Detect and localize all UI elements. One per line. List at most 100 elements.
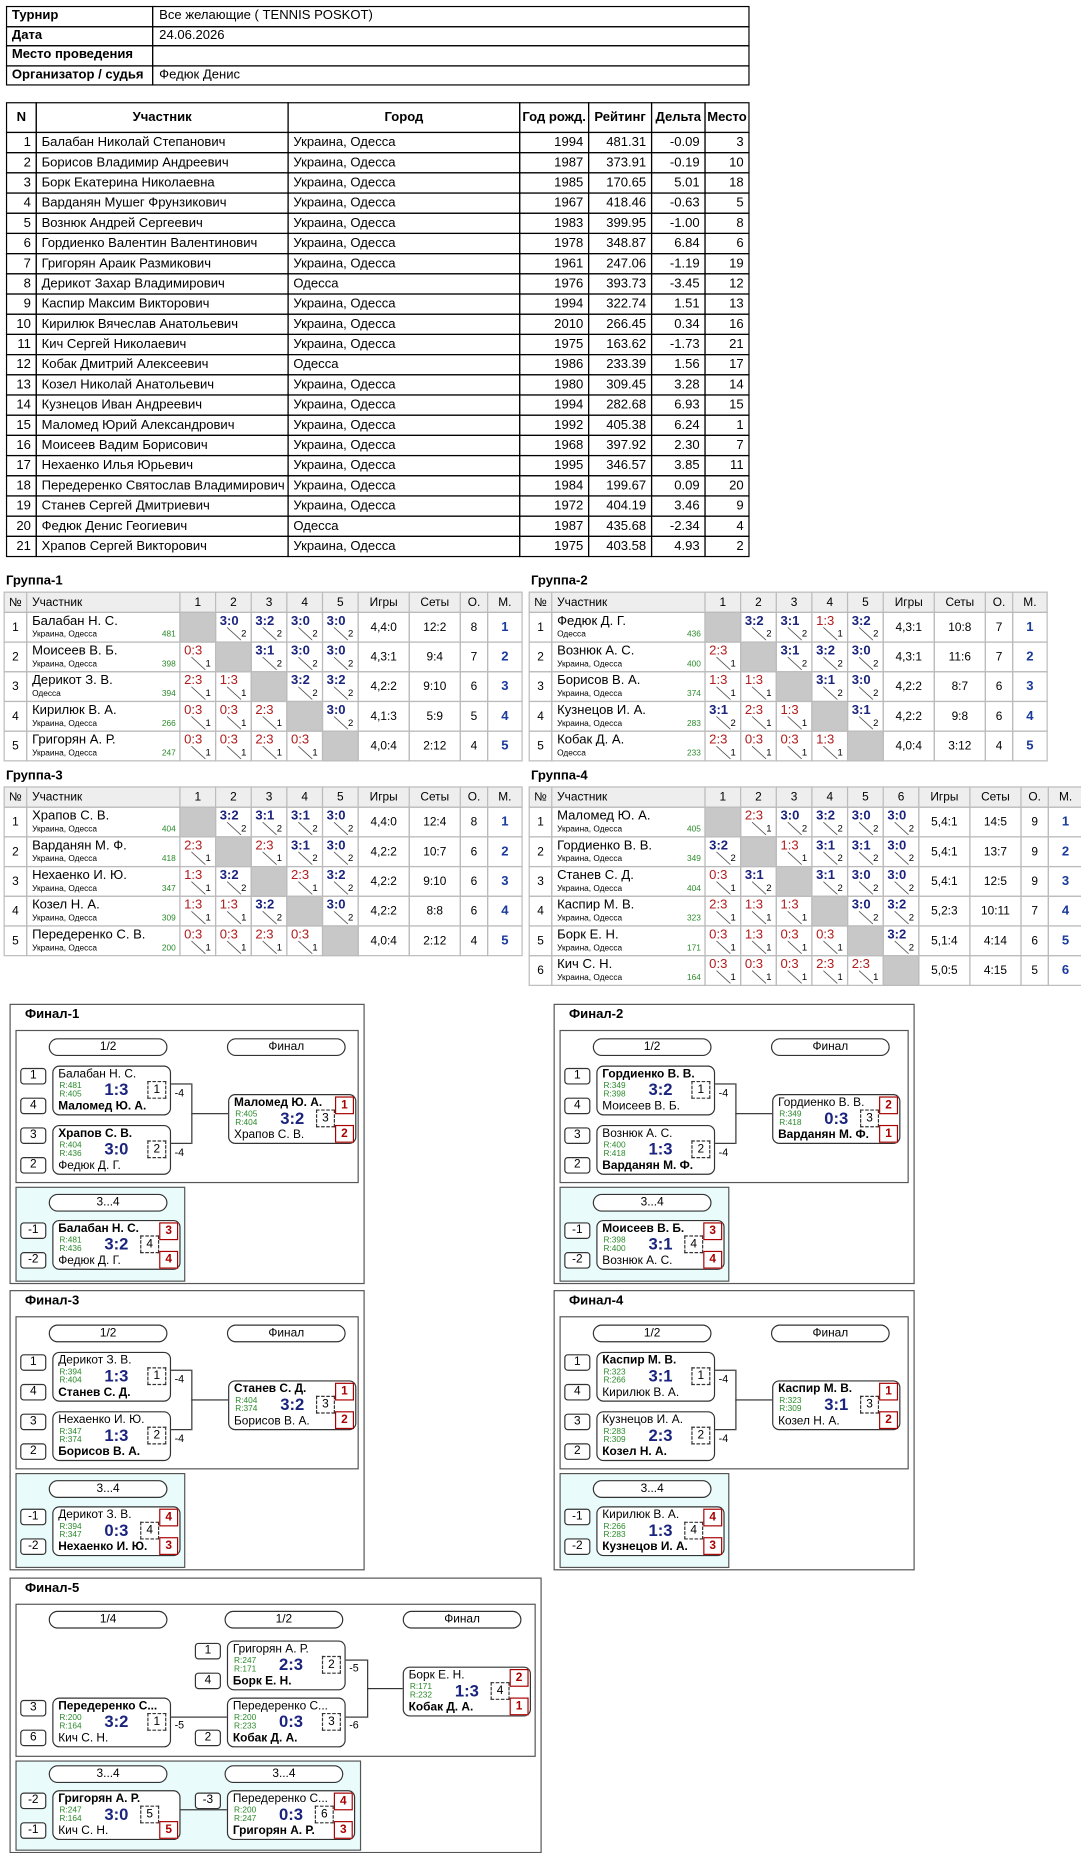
group-cell: 12:5 (969, 865, 1022, 897)
score-points: 1 (730, 747, 736, 758)
group-cell: 7 (1020, 895, 1049, 927)
score-divider (716, 686, 731, 700)
group-cell (250, 865, 288, 897)
score-divider (858, 656, 874, 670)
seed: 2 (564, 1443, 591, 1460)
score: 3:2 (326, 868, 346, 883)
group-cell: 3:2 2 (215, 806, 252, 838)
score-divider (858, 627, 874, 641)
match-number: 1 (147, 1080, 167, 1099)
match-number: 5 (140, 1805, 160, 1824)
cell: 1 (5, 131, 37, 154)
player-rating: R:398 (603, 1090, 626, 1099)
group-cell: 7 (984, 611, 1014, 643)
group-cell (775, 865, 813, 897)
group-cell: 8:7 (933, 671, 986, 703)
score-divider (716, 716, 731, 730)
row-number: 3 (12, 874, 19, 888)
player-city: Украина, Одесса (32, 660, 98, 669)
score: 0:3 (219, 732, 238, 748)
cell: 20 (704, 475, 750, 497)
match-score: 3:2 (104, 1711, 129, 1731)
group-cell: 3 (3, 671, 28, 703)
group-games: 4,3:1 (895, 650, 922, 664)
final-title: Финал-2 (569, 1007, 624, 1022)
cell: 0.34 (650, 313, 706, 335)
seed: 4 (20, 1383, 47, 1401)
score: 1:3 (816, 732, 835, 748)
cell: 3.85 (650, 454, 706, 477)
group-cell: 2:3 1 (740, 806, 777, 838)
group-column-header: 2 (740, 786, 777, 808)
score: 3:0 (887, 868, 907, 883)
cell: 17 (5, 454, 37, 477)
player-name: Борк Е. Н. (408, 1668, 465, 1683)
cell: 282.68 (588, 394, 653, 416)
player-city: Украина, Одесса (557, 884, 623, 894)
score-points: 2 (766, 628, 772, 640)
cell: 1992 (519, 414, 590, 436)
cell: 0.09 (650, 475, 706, 497)
score-points: 1 (837, 971, 843, 983)
group-cell: Борисов В. А. Украина, Одесса 374 (551, 671, 706, 703)
cell: 18 (704, 172, 750, 194)
group-cell: 4,2:2 (357, 865, 410, 897)
group-title: Группа-3 (5, 768, 63, 783)
seed: -1 (20, 1222, 47, 1239)
player-name: Борк Е. Н. (232, 1674, 292, 1689)
match: Гордиенко В. В. R:349 Варданян М. Ф. R:418 0… (772, 1094, 901, 1144)
score: 3:2 (291, 673, 310, 688)
bracket-line (171, 1142, 192, 1144)
column-header: Место (704, 102, 750, 134)
score-divider (823, 822, 838, 836)
group-column-header: 2 (215, 786, 252, 808)
group-sets: 2:12 (423, 934, 447, 948)
row-number: 5 (12, 739, 19, 753)
player-rating: R:418 (603, 1149, 626, 1159)
group-column-header: 4 (811, 591, 849, 613)
group-cell: 0:3 1 (811, 925, 849, 957)
group-cell: 4 (487, 700, 523, 732)
place: 3 (333, 1821, 353, 1839)
cell: Украина, Одесса (287, 253, 521, 275)
player-city: Украина, Одесса (557, 974, 623, 983)
score-divider (298, 627, 313, 641)
group-cell: 9:10 (408, 671, 461, 703)
seed: 1 (194, 1642, 221, 1660)
group-points: 4 (470, 934, 478, 948)
row-number: 1 (537, 815, 544, 829)
score-divider (226, 881, 242, 895)
match-number: 4 (140, 1521, 160, 1540)
score-points: 2 (801, 658, 808, 669)
player-name: Передеренко С. В. (32, 927, 146, 943)
match-number: 1 (147, 1367, 167, 1386)
score-points: 1 (730, 912, 736, 923)
bracket-line (735, 1113, 773, 1115)
place: 4 (159, 1508, 179, 1527)
score: 3:2 (851, 614, 871, 629)
score-divider (858, 822, 874, 836)
player-name: Григорян А. Р. (58, 1792, 141, 1806)
player-rating: R:283 (603, 1531, 626, 1540)
row-number: 5 (537, 934, 544, 948)
score: 3:0 (887, 838, 907, 853)
score-divider (226, 627, 242, 641)
match-score: 3:2 (648, 1079, 673, 1099)
player-name: Кирилюк В. А. (602, 1508, 680, 1522)
score: 3:2 (709, 838, 729, 853)
group-cell: 6 (459, 671, 489, 703)
group-column-header: Сеты (933, 591, 986, 613)
player-rating: 309 (161, 914, 176, 923)
group-cell (179, 806, 217, 838)
player-rating: R:232 (409, 1691, 433, 1700)
group-cell: 3:2 2 (704, 836, 742, 868)
cell: Вознюк Андрей Сергеевич (35, 212, 289, 235)
score-divider (751, 940, 767, 954)
group-cell: 3:2 2 (811, 641, 849, 673)
group-cell (321, 730, 359, 762)
score: 2:3 (744, 703, 763, 718)
cell: Украина, Одесса (287, 475, 521, 497)
player-name: Григорян А. Р. (232, 1824, 315, 1838)
player-name: Храпов С. В. (32, 808, 110, 824)
